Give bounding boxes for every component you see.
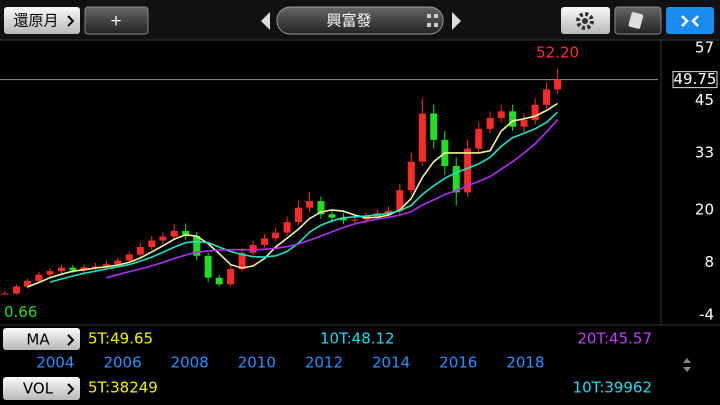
- ma-line: [106, 119, 559, 279]
- candle-body: [418, 113, 426, 162]
- candle-body: [159, 236, 167, 241]
- min-label: 0.66: [4, 303, 37, 321]
- candle-body: [35, 274, 43, 281]
- restore-label: 還原月: [13, 12, 58, 30]
- candle-body: [69, 267, 77, 271]
- ma-button[interactable]: [3, 328, 80, 350]
- candle-body: [238, 252, 246, 269]
- gear-icon: [576, 12, 594, 30]
- grid-icon: [427, 14, 438, 27]
- candle-body: [543, 89, 551, 105]
- candle-body: [306, 201, 314, 208]
- candle-body: [80, 267, 88, 271]
- candle-body: [125, 254, 133, 261]
- candle-body: [328, 214, 336, 218]
- x-tick-label: 2010: [238, 354, 276, 372]
- candle-body: [227, 268, 235, 285]
- candle-body: [497, 111, 505, 118]
- candle-body: [102, 264, 110, 267]
- candle-body: [136, 247, 144, 255]
- last-price-label: 49.75: [674, 70, 717, 88]
- y-tick-label: 20: [695, 200, 714, 218]
- stock-box[interactable]: [276, 6, 444, 35]
- candle-body: [1, 293, 9, 295]
- ma-line: [27, 102, 559, 288]
- candle-body: [407, 161, 415, 191]
- y-tick-label: 33: [695, 143, 714, 161]
- add-label: +: [110, 12, 123, 30]
- next-arrow[interactable]: [452, 12, 461, 30]
- candle-body: [91, 266, 99, 268]
- candle-body: [464, 148, 472, 193]
- candle-body: [46, 271, 54, 275]
- rotate-icon: [628, 12, 644, 29]
- candle-body: [554, 79, 562, 90]
- candle-body: [148, 240, 156, 248]
- candle-body: [249, 244, 257, 253]
- scroll-arrows[interactable]: [683, 358, 691, 372]
- candle-body: [486, 117, 494, 129]
- fullscreen-icon: [681, 15, 699, 27]
- add-button[interactable]: [84, 6, 149, 35]
- candle-body: [114, 260, 122, 265]
- x-tick-label: 2012: [305, 354, 343, 372]
- candle-body: [396, 190, 404, 211]
- stock-name: 興富發: [326, 12, 371, 30]
- prev-arrow[interactable]: [261, 12, 270, 30]
- vol-title: VOL: [23, 380, 54, 398]
- vol5-label: 5T:38249: [88, 379, 158, 397]
- ma20-label: 20T:45.57: [577, 330, 652, 348]
- gear-center: [582, 18, 588, 24]
- candle-body: [339, 217, 347, 221]
- y-tick-label: 8: [704, 253, 714, 271]
- ma5-label: 5T:49.65: [88, 330, 153, 348]
- candle-body: [452, 166, 460, 193]
- x-tick-label: 2016: [439, 354, 477, 372]
- candle-body: [430, 113, 438, 140]
- candle-body: [475, 128, 483, 149]
- x-tick-label: 2014: [372, 354, 410, 372]
- ma-line: [49, 111, 559, 283]
- candle-body: [520, 120, 528, 127]
- candle-body: [351, 219, 359, 221]
- y-tick-label: 57: [695, 38, 714, 56]
- candle-body: [317, 201, 325, 215]
- candle-body: [57, 267, 65, 272]
- candle-body: [193, 236, 201, 256]
- x-tick-label: 2008: [171, 354, 209, 372]
- candle-body: [509, 111, 517, 127]
- vol-button[interactable]: [3, 377, 80, 400]
- chevron: [67, 334, 75, 346]
- candle-body: [272, 232, 280, 239]
- x-tick-label: 2006: [103, 354, 141, 372]
- candle-body: [384, 210, 392, 214]
- vol10-label: 10T:39962: [573, 379, 652, 397]
- y-tick-label: -4: [699, 305, 714, 323]
- candle-body: [182, 230, 190, 237]
- chevron: [67, 15, 75, 27]
- fullscreen-button[interactable]: [666, 7, 714, 34]
- candle-body: [261, 238, 269, 245]
- candle-body: [204, 255, 212, 278]
- ma10-label: 10T:48.12: [320, 330, 395, 348]
- candle-body: [215, 277, 223, 285]
- candle-body: [24, 280, 32, 287]
- candle-body: [283, 222, 291, 233]
- candle-body: [170, 230, 178, 237]
- restore-button[interactable]: [4, 7, 80, 34]
- y-tick-label: 45: [695, 91, 714, 109]
- candle-body: [12, 286, 20, 294]
- x-tick-label: 2018: [506, 354, 544, 372]
- x-tick-label: 2004: [36, 354, 74, 372]
- candle-body: [294, 207, 302, 223]
- chevron: [67, 383, 75, 395]
- last-price-box: [672, 71, 718, 89]
- candle-body: [531, 104, 539, 121]
- max-label: 52.20: [536, 43, 579, 61]
- ma-title: MA: [26, 331, 50, 349]
